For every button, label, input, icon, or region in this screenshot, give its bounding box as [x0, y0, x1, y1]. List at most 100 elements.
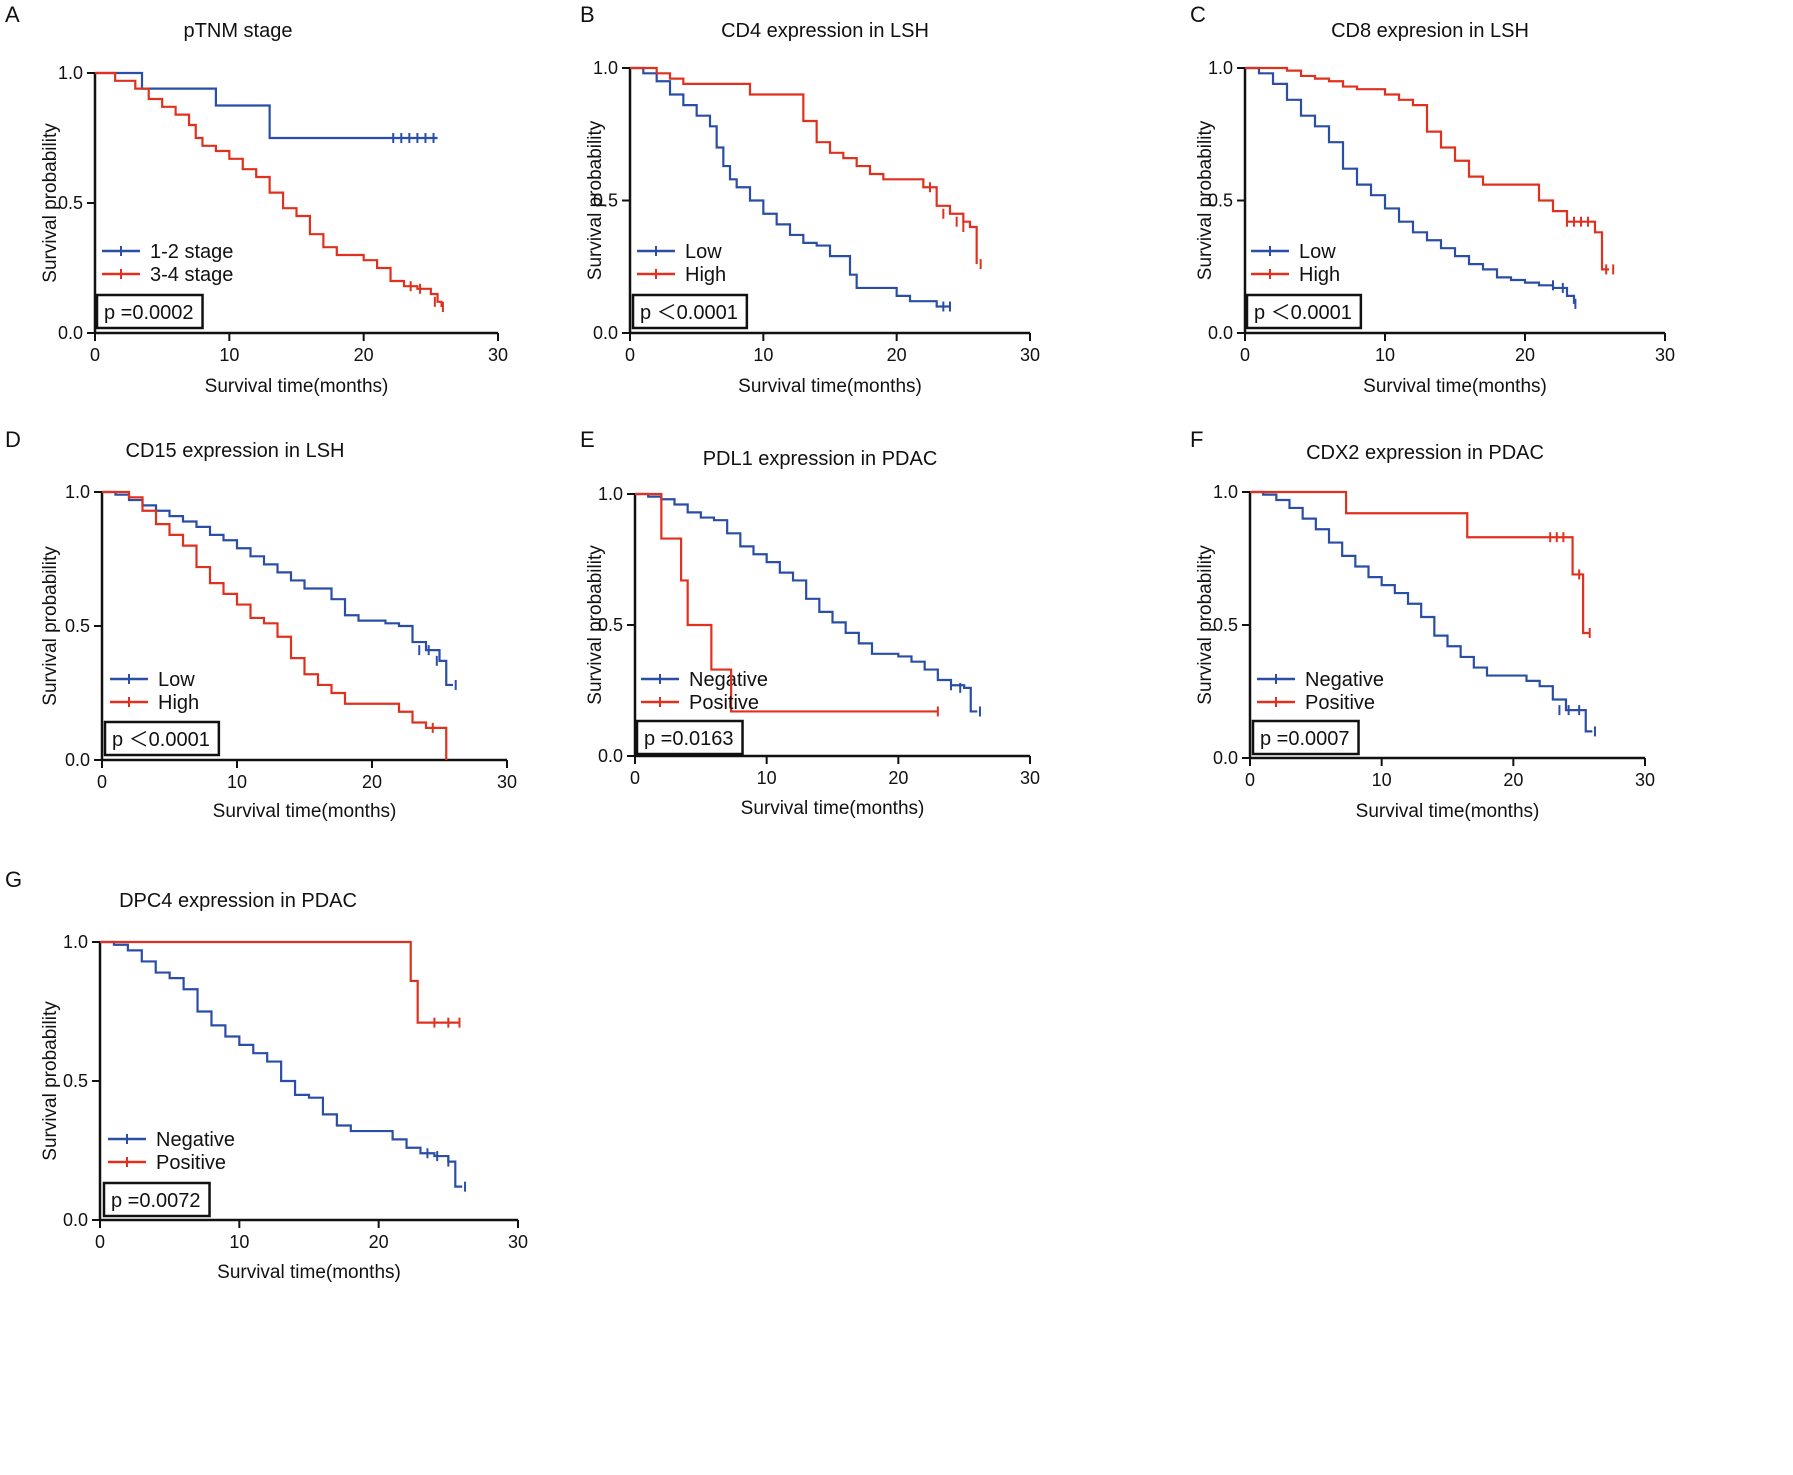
x-tick-label: 20 — [354, 345, 374, 365]
series-line-low — [102, 490, 453, 687]
x-tick-label: 30 — [1020, 345, 1040, 365]
chart-title: CDX2 expression in PDAC — [1306, 442, 1544, 464]
legend-label: Negative — [689, 669, 768, 691]
x-axis-label: Survival time(months) — [738, 376, 922, 397]
chart-title: pTNM stage — [184, 20, 293, 42]
x-axis-label: Survival time(months) — [205, 376, 389, 397]
x-tick-label: 20 — [888, 768, 908, 788]
x-tick-label: 0 — [625, 345, 635, 365]
x-axis-label: Survival time(months) — [1363, 376, 1547, 397]
legend-label: Positive — [689, 692, 759, 714]
legend-label: High — [685, 264, 726, 286]
y-tick-label: 1.0 — [1208, 58, 1233, 78]
series-line-1-2-stage — [95, 71, 438, 140]
x-tick-label: 30 — [488, 345, 508, 365]
x-tick-label: 10 — [753, 345, 773, 365]
series-line-high — [102, 490, 448, 760]
y-tick-label: 1.0 — [1213, 482, 1238, 502]
p-value-box — [103, 720, 221, 757]
y-tick-label: 0.0 — [63, 1210, 88, 1230]
p-value-box — [95, 293, 204, 330]
y-axis-label: Survival probability — [40, 546, 61, 706]
y-tick-label: 0.0 — [598, 746, 623, 766]
km-chart-f: F CDX2 expression in PDAC 0.0 0.5 1.0 0 10 20 30… — [1190, 427, 1655, 822]
panel-label: E — [580, 427, 595, 452]
y-tick-label: 0.0 — [58, 323, 83, 343]
x-axis-label: Survival time(months) — [217, 1262, 401, 1283]
chart-title: CD15 expression in LSH — [126, 440, 345, 462]
x-tick-label: 30 — [508, 1232, 528, 1252]
p-value-text: p =0.0007 — [1260, 728, 1350, 750]
x-tick-label: 30 — [1635, 770, 1655, 790]
chart-title: DPC4 expression in PDAC — [119, 890, 357, 912]
panel-b: B CD4 expression in LSH 0.0 0.5 1.0 0 10 20 30 Su… — [575, 0, 1180, 410]
y-tick-label: 1.0 — [58, 63, 83, 83]
x-tick-label: 0 — [97, 772, 107, 792]
y-axis-label: Survival probability — [1195, 120, 1216, 280]
p-value-text: p =0.0002 — [104, 302, 194, 324]
legend-label: Positive — [156, 1152, 226, 1174]
y-tick-label: 0.5 — [598, 615, 623, 635]
y-axis-label: Survival probability — [1195, 545, 1216, 705]
y-tick-label: 1.0 — [65, 482, 90, 502]
y-tick-label: 0.0 — [1213, 748, 1238, 768]
series-line-negative — [1250, 490, 1593, 733]
legend-label: High — [1299, 264, 1340, 286]
panel-label: C — [1190, 2, 1206, 27]
y-tick-label: 1.0 — [63, 932, 88, 952]
panel-f: F CDX2 expression in PDAC 0.0 0.5 1.0 0 10 20 30… — [1185, 425, 1785, 835]
y-tick-label: 1.0 — [598, 484, 623, 504]
legend-label: Low — [158, 669, 195, 691]
series-line-3-4-stage — [95, 71, 443, 307]
p-value-text: p ＜0.0001 — [640, 302, 738, 324]
x-tick-label: 0 — [90, 345, 100, 365]
km-chart-c: C CD8 expresion in LSH 0.0 0.5 1.0 0 10 20 30 Sur… — [1190, 2, 1675, 397]
x-tick-label: 10 — [1375, 345, 1395, 365]
x-axis-label: Survival time(months) — [741, 798, 925, 819]
y-tick-label: 0.5 — [63, 1071, 88, 1091]
p-value-box — [635, 719, 744, 756]
panel-d: D CD15 expression in LSH 0.0 0.5 1.0 0 10 20 30 S… — [0, 425, 575, 835]
legend-label: 3-4 stage — [150, 264, 233, 286]
p-value-box — [1251, 719, 1360, 756]
y-tick-label: 1.0 — [593, 58, 618, 78]
km-chart-d: D CD15 expression in LSH 0.0 0.5 1.0 0 10 20 30 S… — [5, 427, 517, 822]
x-tick-label: 10 — [1372, 770, 1392, 790]
x-tick-label: 0 — [630, 768, 640, 788]
x-tick-label: 10 — [229, 1232, 249, 1252]
series-line-negative — [100, 940, 463, 1188]
panel-c: C CD8 expresion in LSH 0.0 0.5 1.0 0 10 20 30 Sur… — [1185, 0, 1785, 410]
legend-label: Negative — [1305, 669, 1384, 691]
x-tick-label: 20 — [369, 1232, 389, 1252]
y-tick-label: 0.0 — [593, 323, 618, 343]
x-tick-label: 20 — [1503, 770, 1523, 790]
p-value-text: p ＜0.0001 — [112, 729, 210, 751]
x-tick-label: 30 — [1655, 345, 1675, 365]
p-value-text: p =0.0072 — [111, 1190, 201, 1212]
legend-label: Positive — [1305, 692, 1375, 714]
y-axis-label: Survival probability — [585, 545, 606, 705]
x-tick-label: 30 — [1020, 768, 1040, 788]
km-chart-e: E PDL1 expression in PDAC 0.0 0.5 1.0 0 10 20 30… — [580, 427, 1040, 819]
series-line-high — [1245, 66, 1609, 271]
legend-label: Low — [685, 241, 722, 263]
p-value-text: p =0.0163 — [644, 728, 734, 750]
y-tick-label: 0.5 — [65, 616, 90, 636]
x-axis-label: Survival time(months) — [1356, 801, 1540, 822]
y-axis-label: Survival probability — [40, 1001, 61, 1161]
y-tick-label: 0.5 — [58, 193, 83, 213]
x-tick-label: 30 — [497, 772, 517, 792]
x-tick-label: 10 — [227, 772, 247, 792]
p-value-box — [1245, 293, 1363, 330]
x-tick-label: 20 — [887, 345, 907, 365]
legend-label: Low — [1299, 241, 1336, 263]
y-tick-label: 0.0 — [1208, 323, 1233, 343]
series-line-positive — [635, 492, 938, 713]
y-tick-label: 0.5 — [593, 191, 618, 211]
x-tick-label: 0 — [1240, 345, 1250, 365]
x-tick-label: 20 — [362, 772, 382, 792]
km-chart-b: B CD4 expression in LSH 0.0 0.5 1.0 0 10 20 30 Su… — [580, 2, 1040, 397]
chart-title: CD4 expression in LSH — [721, 20, 929, 42]
legend-label: 1-2 stage — [150, 241, 233, 263]
